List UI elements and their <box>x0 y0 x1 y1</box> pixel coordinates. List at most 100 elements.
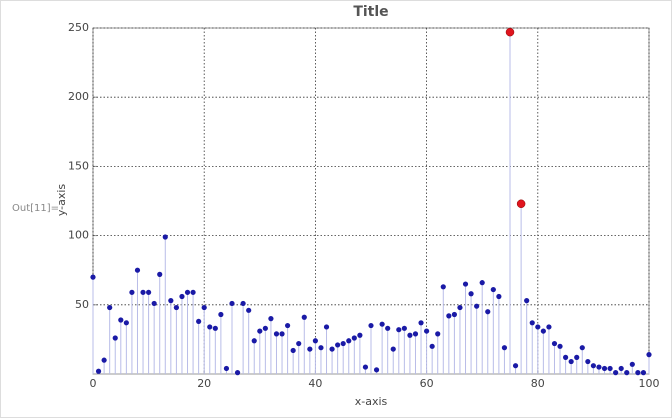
point <box>418 320 424 326</box>
point <box>229 300 235 307</box>
point <box>429 343 435 349</box>
point <box>557 343 563 349</box>
point <box>618 365 624 372</box>
point <box>496 293 502 300</box>
point <box>196 318 202 325</box>
point <box>312 338 318 344</box>
point <box>268 316 274 322</box>
y-tick-label: 150 <box>68 159 89 172</box>
point <box>107 304 113 311</box>
y-tick-label: 250 <box>68 21 89 34</box>
point <box>301 314 307 320</box>
point <box>551 340 558 347</box>
x-tick-label: 80 <box>531 377 545 390</box>
point <box>505 27 515 37</box>
point <box>207 324 213 330</box>
point <box>368 322 374 329</box>
x-axis-label: x-axis <box>355 395 388 408</box>
y-tick-label: 100 <box>68 229 89 242</box>
point <box>390 346 396 352</box>
point <box>323 324 330 330</box>
y-tick-label: 200 <box>68 90 89 103</box>
point <box>140 289 146 295</box>
point <box>290 347 296 354</box>
point <box>563 354 569 360</box>
point <box>479 280 485 286</box>
point <box>490 286 496 293</box>
point <box>240 300 246 307</box>
point <box>401 325 407 331</box>
point <box>501 345 508 351</box>
point <box>329 346 335 352</box>
y-tick-label: 50 <box>75 298 89 311</box>
point <box>218 311 224 318</box>
point <box>379 321 385 327</box>
point <box>596 364 602 370</box>
point <box>540 328 546 334</box>
point <box>296 340 302 347</box>
point <box>640 370 647 376</box>
point <box>168 298 174 304</box>
point <box>362 364 369 370</box>
point <box>568 358 574 365</box>
point <box>262 325 268 331</box>
chart-title: Title <box>353 4 388 20</box>
point <box>184 289 191 295</box>
point <box>307 346 313 352</box>
point <box>373 367 380 373</box>
point <box>574 354 580 360</box>
point <box>546 324 552 330</box>
point <box>173 304 179 311</box>
point <box>146 289 152 295</box>
point <box>424 328 430 334</box>
x-tick-label: 60 <box>420 377 434 390</box>
point <box>123 320 129 326</box>
point <box>179 293 185 300</box>
point <box>601 365 608 372</box>
point <box>457 304 463 311</box>
x-tick-label: 100 <box>639 377 660 390</box>
point <box>95 368 102 374</box>
point <box>134 267 141 273</box>
point <box>524 298 530 304</box>
point <box>346 338 352 344</box>
point <box>90 274 96 280</box>
point <box>590 363 597 369</box>
point <box>246 307 252 313</box>
point <box>468 291 474 297</box>
point <box>285 322 291 329</box>
x-tick-label: 40 <box>308 377 322 390</box>
point <box>279 331 285 337</box>
point <box>440 284 446 290</box>
point <box>624 370 630 376</box>
point <box>412 331 419 337</box>
point <box>157 271 163 277</box>
point <box>535 324 541 330</box>
point <box>512 363 519 369</box>
point <box>646 352 652 358</box>
point <box>318 345 324 351</box>
point <box>462 281 469 287</box>
point <box>385 325 391 331</box>
point <box>351 335 357 341</box>
point <box>474 303 480 309</box>
point <box>151 300 157 307</box>
point <box>407 332 413 338</box>
point <box>112 335 118 341</box>
cell-label: Out[11]= <box>12 203 59 214</box>
point <box>162 234 168 240</box>
x-tick-label: 20 <box>197 377 211 390</box>
point <box>396 327 402 333</box>
point <box>635 370 641 376</box>
point <box>357 332 363 338</box>
point <box>212 325 218 331</box>
point <box>516 199 526 209</box>
point <box>435 331 441 337</box>
point <box>251 338 257 344</box>
point <box>101 357 107 363</box>
point <box>223 365 230 372</box>
point <box>485 309 491 315</box>
y-axis-label: y-axis <box>55 184 68 217</box>
